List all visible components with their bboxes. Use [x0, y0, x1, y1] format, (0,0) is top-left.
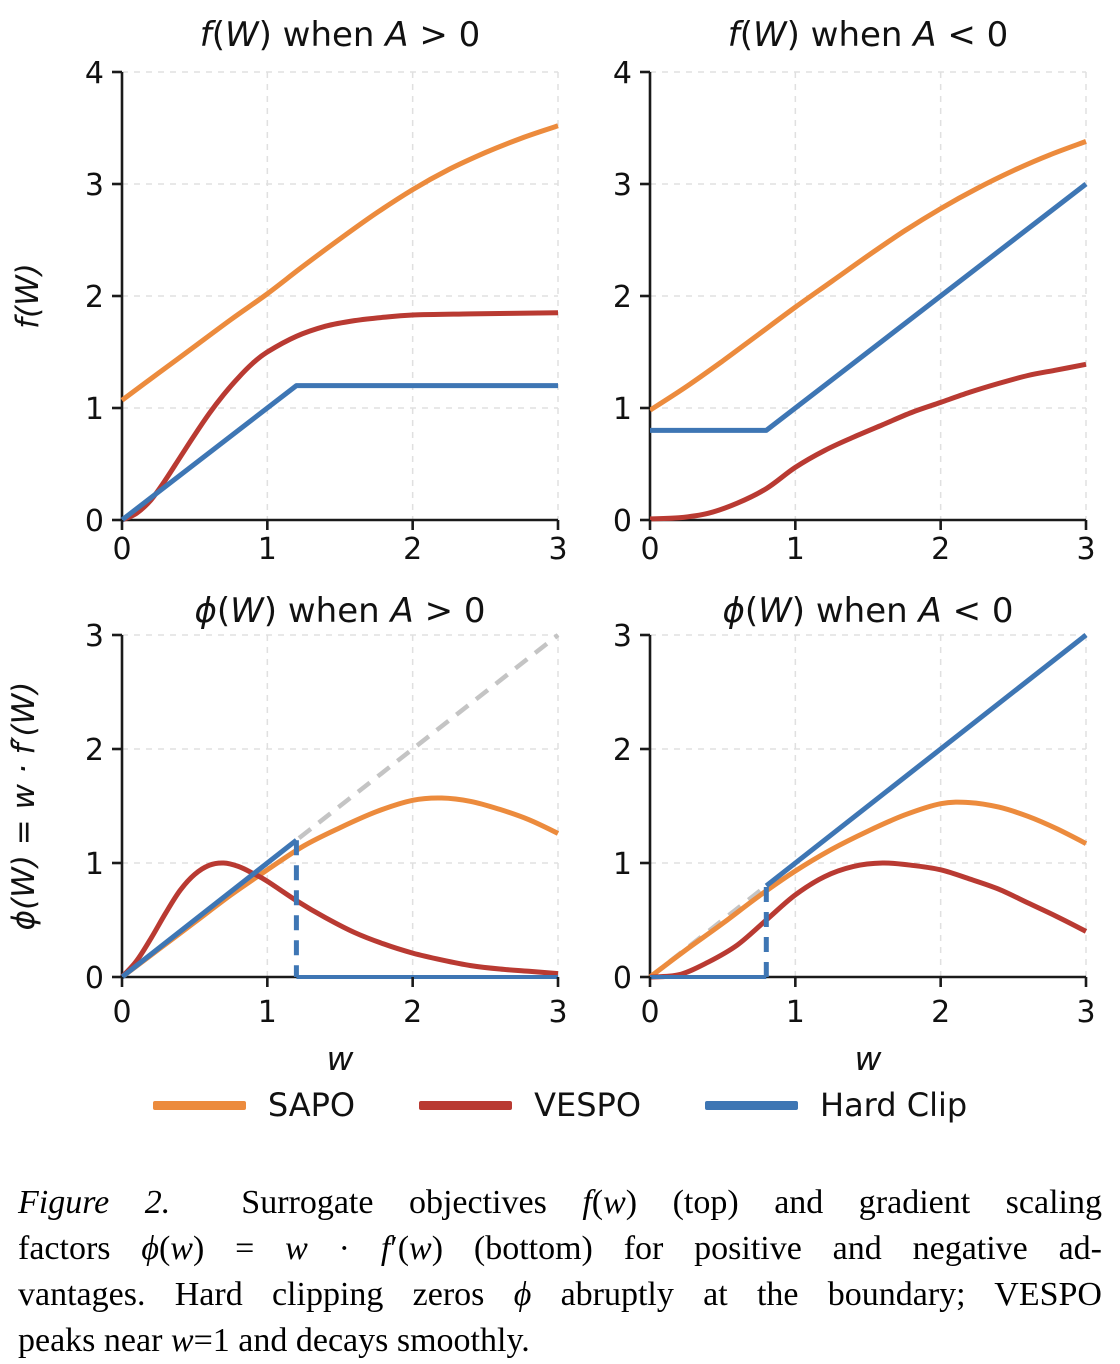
x-tick-label: 1 [258, 995, 277, 1030]
y-tick-label: 4 [613, 56, 632, 91]
y-tick-label: 3 [85, 168, 104, 203]
caption-math-segment: f [380, 1230, 391, 1267]
caption-text-segment: ) (top) and gradient scaling [625, 1184, 1102, 1221]
plot-title: ϕ(W) when A > 0 [194, 591, 485, 631]
series-sapo [120, 795, 560, 979]
plot-f-a-positive: 0 1 2 3 0 1 2 3 4 f(W) when A > 0 f(W) [10, 15, 568, 567]
series-vespo [649, 361, 1087, 522]
series-identity-w [120, 633, 560, 979]
y-axis-label: f(W) [10, 263, 46, 329]
caption-text-segment: =1 and decays smoothly. [193, 1322, 530, 1359]
x-tick-label: 3 [1076, 995, 1095, 1030]
caption-text-segment: abruptly at the boundary; VESPO [531, 1276, 1102, 1313]
caption-text-segment: factors [18, 1230, 142, 1267]
caption-math-segment: Figure 2. [18, 1184, 171, 1221]
plot-title: f(W) when A < 0 [728, 15, 1009, 55]
caption-math-segment: w [603, 1184, 626, 1221]
y-tick-label: 3 [613, 619, 632, 654]
caption-line-2: factors ϕ(w) = w · f′(w) (bottom) for po… [18, 1226, 1102, 1272]
y-tick-label: 4 [85, 56, 104, 91]
y-tick-label: 0 [85, 504, 104, 539]
caption-text-segment: ( [591, 1184, 604, 1221]
series-hard-clip-rise [120, 838, 298, 979]
x-tick-label: 2 [403, 995, 422, 1030]
legend-item-vespo: VESPO [419, 1086, 641, 1124]
y-tick-label: 0 [613, 504, 632, 539]
caption-math-segment: w [170, 1322, 194, 1359]
series-sapo [120, 123, 559, 403]
x-tick-label: 0 [640, 532, 659, 567]
plot-title: f(W) when A > 0 [200, 15, 481, 55]
caption-text-segment: · [307, 1230, 381, 1267]
y-tick-label: 3 [85, 619, 104, 654]
y-tick-label: 1 [85, 847, 104, 882]
caption-math-segment: f [582, 1184, 592, 1221]
y-tick-label: 1 [613, 847, 632, 882]
y-tick-label: 0 [613, 961, 632, 996]
legend-label: Hard Clip [820, 1086, 968, 1124]
caption-text-segment: peaks near [18, 1322, 171, 1359]
caption-text-segment: ′( [390, 1230, 410, 1267]
x-axis-label: w [327, 1039, 355, 1078]
x-tick-label: 0 [112, 995, 131, 1030]
x-tick-label: 2 [931, 995, 950, 1030]
x-tick-label: 2 [931, 532, 950, 567]
x-tick-label: 1 [786, 532, 805, 567]
legend-line-swatch [705, 1100, 798, 1110]
legend-item-hard-clip: Hard Clip [705, 1086, 967, 1124]
y-tick-label: 2 [85, 733, 104, 768]
y-tick-label: 2 [613, 280, 632, 315]
x-tick-label: 0 [640, 995, 659, 1030]
y-tick-label: 3 [613, 168, 632, 203]
caption-math-segment: w [409, 1230, 432, 1267]
y-tick-label: 1 [85, 392, 104, 427]
caption-text-segment: vantages. Hard clipping zeros [18, 1276, 514, 1313]
legend: SAPO VESPO Hard Clip [0, 1078, 1120, 1132]
plot-title: ϕ(W) when A < 0 [722, 591, 1013, 631]
legend-line-swatch [152, 1100, 246, 1110]
caption-math-segment: ϕ [513, 1276, 532, 1313]
caption-line-4: peaks near w=1 and decays smoothly. [18, 1318, 1102, 1364]
caption-line-1: Figure 2. Surrogate objectives f(w) (top… [18, 1180, 1102, 1226]
caption-text-segment: ) = [192, 1230, 286, 1267]
x-tick-label: 3 [1076, 532, 1095, 567]
caption-text-segment: ( [158, 1230, 171, 1267]
caption-math-segment: w [170, 1230, 193, 1267]
legend-label: SAPO [267, 1086, 356, 1124]
series-hard-clip [650, 182, 1088, 433]
caption-text-segment: Surrogate objectives [170, 1184, 583, 1221]
y-tick-label: 2 [613, 733, 632, 768]
legend-label: VESPO [534, 1086, 641, 1124]
x-tick-label: 3 [548, 995, 567, 1030]
x-tick-label: 2 [403, 532, 422, 567]
series-vespo [120, 860, 559, 979]
figure-caption: Figure 2. Surrogate objectives f(w) (top… [18, 1180, 1102, 1364]
series-vespo [649, 860, 1088, 980]
series-sapo [648, 139, 1087, 413]
plot-phi-a-negative: 0 1 2 3 0 1 2 3 ϕ(W) when A < 0 w [613, 591, 1096, 1078]
caption-math-segment: w [285, 1230, 308, 1267]
caption-line-3: vantages. Hard clipping zeros ϕ abruptly… [18, 1272, 1102, 1318]
series-sapo [648, 799, 1088, 979]
plot-phi-a-positive: 0 1 2 3 0 1 2 3 ϕ(W) when A > 0 ϕ(W) = w · f′(W) w [6, 591, 568, 1078]
caption-text-segment: ) (bottom) for positive and negative ad- [431, 1230, 1103, 1267]
caption-math-segment: ϕ [141, 1230, 159, 1267]
y-tick-label: 2 [85, 280, 104, 315]
legend-line-swatch [419, 1100, 513, 1110]
series-vespo [120, 310, 559, 523]
x-tick-label: 0 [112, 532, 131, 567]
x-tick-label: 1 [258, 532, 277, 567]
series-hard-clip-rise [764, 633, 1088, 888]
x-axis-label: w [855, 1039, 883, 1078]
y-axis-label: ϕ(W) = w · f′(W) [6, 682, 42, 931]
legend-item-sapo: SAPO [152, 1086, 356, 1124]
y-tick-label: 0 [85, 961, 104, 996]
x-tick-label: 1 [786, 995, 805, 1030]
series-hard-clip [120, 383, 558, 522]
x-tick-label: 3 [548, 532, 567, 567]
y-tick-label: 1 [613, 392, 632, 427]
plot-f-a-negative: 0 1 2 3 0 1 2 3 4 f(W) when A < 0 [613, 15, 1096, 567]
